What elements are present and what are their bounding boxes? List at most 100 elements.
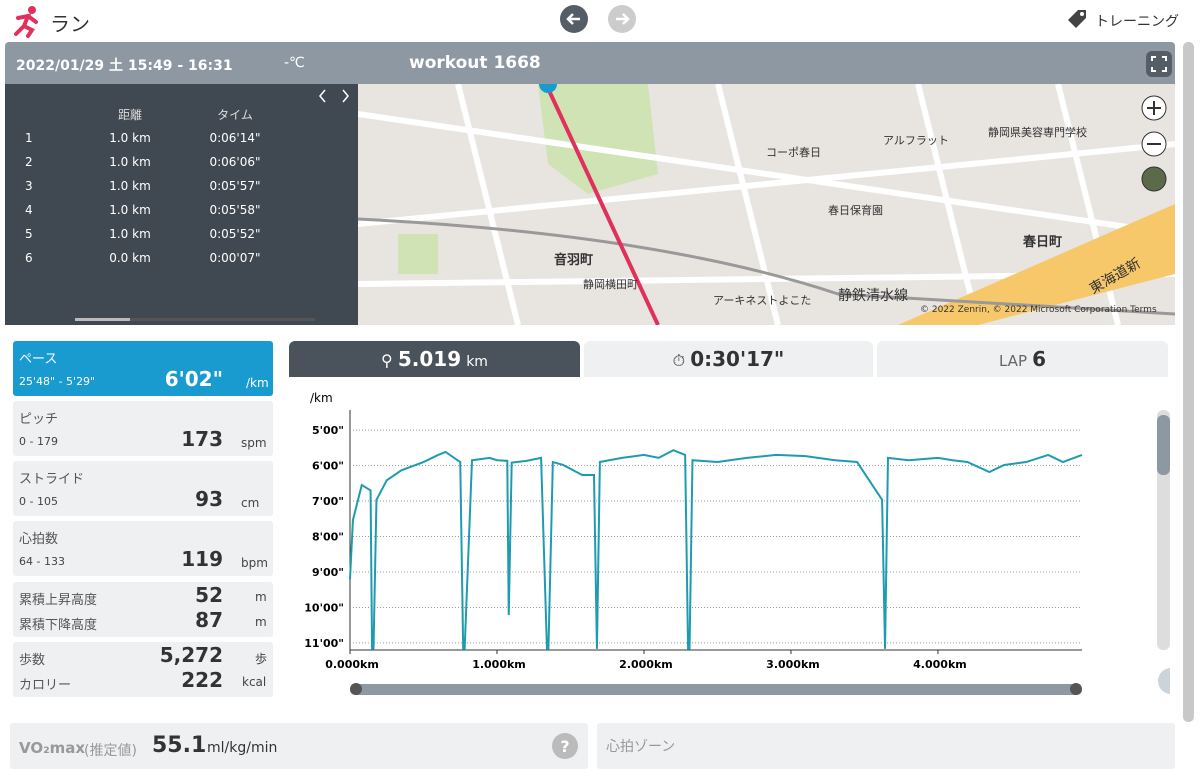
- lap-cell: 0.0 km: [109, 251, 151, 265]
- lap-cell: 0:06'14": [209, 131, 261, 145]
- lap-cell: 2: [25, 155, 33, 169]
- y-tick-label: 9'00": [312, 566, 344, 579]
- elevation-card: 累積上昇高度 52 m 累積下降高度 87 m: [13, 582, 273, 637]
- nav-buttons[interactable]: [560, 5, 640, 35]
- stat-value: 52: [195, 583, 223, 607]
- lap-header: 距離: [117, 107, 142, 122]
- lap-cell: 1.0 km: [109, 203, 151, 217]
- workout-name: workout 1668: [409, 53, 541, 73]
- lap-cell: 1.0 km: [109, 227, 151, 241]
- stat-label: 累積上昇高度: [19, 593, 98, 608]
- lap-row: 5 1.0 km 0:05'52": [25, 222, 295, 246]
- map-label: 静鉄清水線: [838, 288, 908, 304]
- stat-unit: m: [255, 615, 267, 629]
- x-tick-label: 1.000km: [472, 658, 526, 671]
- lap-row: 1 1.0 km 0:06'14": [25, 126, 295, 150]
- map-label: アーキネストよこた: [713, 294, 811, 307]
- lap-cell: 3: [25, 179, 33, 193]
- stat-unit: /km: [246, 376, 269, 390]
- stat-unit: kcal: [242, 675, 267, 689]
- x-tick-label: 2.000km: [619, 658, 673, 671]
- workout-header: [5, 42, 1175, 84]
- map-label: 音羽町: [554, 252, 593, 268]
- map-label: 静岡県美容専門学校: [988, 125, 1087, 139]
- y-tick-label: 6'00": [312, 460, 344, 473]
- stat-label: ピッチ: [19, 412, 59, 427]
- stat-label: 心拍数: [19, 532, 59, 547]
- range-slider[interactable]: [350, 684, 1082, 695]
- x-tick-label: 0.000km: [325, 658, 379, 671]
- y-tick-label: 7'00": [312, 495, 344, 508]
- stat-label: 累積下降高度: [19, 618, 98, 633]
- workout-datetime: 2022/01/29 土 15:49 - 16:31: [16, 58, 233, 74]
- map-label: コーポ春日: [766, 146, 821, 159]
- lap-cell: 1.0 km: [109, 155, 151, 169]
- time-tab[interactable]: ⏱ 0:30'17": [584, 341, 873, 377]
- y-tick-label: 10'00": [304, 601, 344, 614]
- lap-scrollbar[interactable]: [75, 318, 315, 321]
- lap-cell: 5: [25, 227, 33, 241]
- pace-chart: /km 5'00" 6'00" 7'00" 8'00" 9'00" 10'00" 11'00…: [304, 391, 1170, 695]
- run-icon: [14, 6, 38, 38]
- vo2max-label: VO₂max: [19, 739, 86, 757]
- zoom-controls[interactable]: [1141, 95, 1167, 192]
- stat-value: 222: [181, 668, 223, 692]
- zoom-thumb[interactable]: [1157, 415, 1170, 475]
- stat-value: 87: [195, 608, 223, 632]
- lap-cell: 4: [25, 203, 33, 217]
- stat-card: ストライド 0 - 105 93 cm: [13, 461, 273, 516]
- stat-unit: 歩: [255, 652, 268, 666]
- steps-card: 歩数 5,272 歩カロリー 222 kcal: [13, 642, 273, 697]
- lap-cell: 1.0 km: [109, 179, 151, 193]
- lap-row: 3 1.0 km 0:05'57": [25, 174, 295, 198]
- heart-zone-card: 心拍ゾーン: [597, 723, 1175, 769]
- lap-cell: 0:05'57": [209, 179, 261, 193]
- page-scrollbar[interactable]: [1183, 42, 1194, 722]
- stat-range: 64 - 133: [19, 555, 65, 568]
- stat-label: カロリー: [19, 678, 72, 693]
- lap-row: 6 0.0 km 0:00'07": [25, 246, 295, 270]
- lap-cell: 0:05'52": [209, 227, 261, 241]
- map-label: 春日町: [1022, 234, 1062, 250]
- stat-value: 173: [181, 427, 223, 451]
- lap-row: 4 1.0 km 0:05'58": [25, 198, 295, 222]
- lap-cell: 0:05'58": [209, 203, 261, 217]
- fullscreen-button[interactable]: [1146, 51, 1172, 77]
- stat-value: 119: [181, 547, 223, 571]
- lap-tab-value: 6: [1032, 347, 1047, 371]
- vo2max-note: (推定値): [84, 743, 137, 759]
- lap-cell: 1.0 km: [109, 131, 151, 145]
- x-tick-label: 3.000km: [766, 658, 820, 671]
- stat-range: 25'48" - 5'29": [19, 375, 96, 388]
- vo2max-unit: ml/kg/min: [207, 740, 278, 756]
- distance-unit: km: [466, 354, 488, 370]
- distance-value: 5.019: [397, 347, 462, 371]
- stat-card: ピッチ 0 - 179 173 spm: [13, 401, 273, 456]
- vo2max-value: 55.1: [152, 733, 207, 758]
- lap-pager[interactable]: [317, 88, 353, 104]
- slider-handle[interactable]: [1070, 683, 1082, 695]
- help-icon[interactable]: ?: [552, 733, 578, 759]
- map-label: 静岡横田町: [583, 277, 638, 291]
- distance-tab[interactable]: ⚲ 5.019 km: [289, 341, 580, 377]
- lap-table: 距離 タイム 1 1.0 km 0:06'14" 2 1.0 km 0:06'06" 3 1.0…: [25, 102, 295, 270]
- stat-card: 心拍数 64 - 133 119 bpm: [13, 521, 273, 576]
- pace-line: [349, 449, 1083, 650]
- reset-button[interactable]: [1158, 668, 1170, 694]
- slider-handle[interactable]: [350, 683, 362, 695]
- stat-unit: m: [255, 590, 267, 604]
- stat-label: ストライド: [19, 472, 85, 487]
- stat-range: 0 - 105: [19, 495, 58, 508]
- map-label: 春日保育園: [828, 203, 883, 217]
- stat-unit: cm: [241, 496, 260, 510]
- map[interactable]: 音羽町 春日町 静鉄清水線 東海道新 コーポ春日 春日保育園 アルフラット 静岡…: [358, 84, 1175, 325]
- temperature: -℃: [284, 55, 305, 71]
- lap-tab[interactable]: LAP 6: [877, 341, 1168, 377]
- y-tick-label: 11'00": [304, 637, 344, 650]
- tag-icon[interactable]: [1064, 6, 1090, 32]
- training-link[interactable]: トレーニング: [1095, 14, 1179, 30]
- map-label: アルフラット: [883, 134, 949, 147]
- stat-label: ペース: [19, 352, 58, 367]
- lap-row: 2 1.0 km 0:06'06": [25, 150, 295, 174]
- y-tick-label: 5'00": [312, 424, 344, 437]
